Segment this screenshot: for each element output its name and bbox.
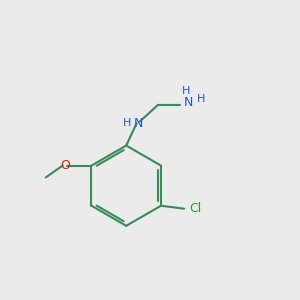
- Text: H: H: [123, 118, 131, 128]
- Text: O: O: [61, 159, 70, 172]
- Text: H: H: [182, 86, 190, 96]
- Text: H: H: [197, 94, 205, 104]
- Text: Cl: Cl: [190, 202, 202, 215]
- Text: N: N: [184, 96, 193, 109]
- Text: N: N: [134, 117, 143, 130]
